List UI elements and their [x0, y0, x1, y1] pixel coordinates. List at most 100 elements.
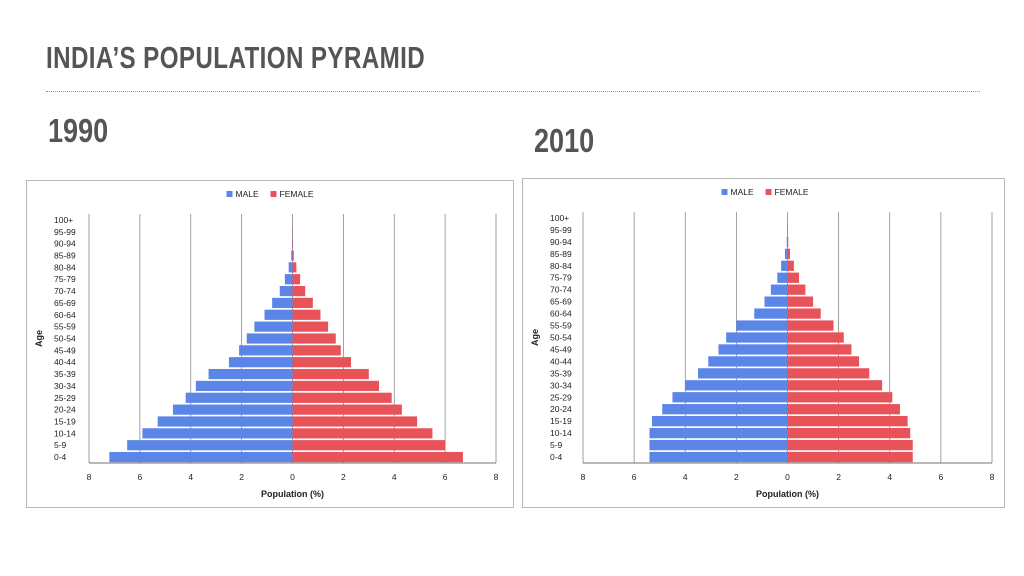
bar-female: [292, 297, 313, 309]
bar-female: [787, 356, 860, 367]
bar-female: [787, 427, 911, 439]
y-tick-label: 80-84: [54, 262, 76, 272]
y-tick-label: 75-79: [54, 274, 76, 284]
pyramid-svg-2010: 8 6 4 2 0 2 4 6 8 0-4 5-9 10-14 15-19 20-24 25-29 30-34…: [530, 187, 995, 499]
bar-female: [292, 333, 336, 344]
bar-male: [157, 416, 293, 427]
bar-female: [292, 309, 321, 320]
y-tick-label: 90-94: [550, 237, 572, 247]
bar-male: [291, 250, 293, 261]
bar-male: [127, 440, 293, 451]
legend-swatch-female: [270, 191, 277, 197]
y-tick-label: 30-34: [54, 381, 76, 391]
y-tick-label: 30-34: [550, 380, 572, 390]
bar-male: [736, 320, 788, 331]
bar-male: [726, 332, 788, 343]
title-divider: [46, 91, 980, 92]
legend-swatch-male: [721, 189, 728, 195]
bar-male: [109, 451, 293, 463]
x-tick-label: 8: [581, 472, 586, 482]
y-tick-label: 5-9: [54, 440, 67, 450]
bar-male: [208, 368, 293, 380]
y-tick-label: 65-69: [54, 298, 76, 308]
bar-male: [288, 262, 293, 273]
bar-female: [292, 368, 369, 380]
legend-label-male: MALE: [731, 187, 754, 197]
bar-female: [787, 320, 834, 331]
bar-female: [292, 285, 306, 297]
bar-female: [787, 260, 794, 271]
bar-male: [284, 274, 293, 285]
bar-female: [787, 248, 791, 259]
y-tick-label: 5-9: [550, 440, 563, 450]
bar-female: [292, 357, 352, 368]
pyramid-chart-2010: 8 6 4 2 0 2 4 6 8 0-4 5-9 10-14 15-19 20-24 25-29 30-34…: [522, 178, 1005, 508]
legend-swatch-male: [226, 191, 233, 197]
x-axis-title: Population (%): [261, 489, 324, 499]
y-tick-label: 60-64: [550, 309, 572, 319]
pyramid-chart-1990: 8 6 4 2 0 2 4 6 8 0-4 5-9 10-14 15-19 20-24 25-29 30-34…: [26, 180, 514, 508]
bar-female: [292, 345, 341, 356]
x-tick-label: 8: [990, 472, 995, 482]
chart-year-1990: 1990: [48, 112, 109, 149]
y-tick-label: 35-39: [550, 368, 572, 378]
bar-male: [195, 380, 293, 392]
x-tick-label: 8: [494, 472, 499, 482]
y-tick-label: 40-44: [54, 357, 76, 367]
bar-male: [685, 380, 788, 391]
bar-female: [292, 428, 433, 439]
bar-female: [292, 404, 402, 415]
y-tick-label: 70-74: [550, 285, 572, 295]
y-tick-label: 0-4: [550, 452, 563, 462]
x-tick-label: 0: [290, 472, 295, 482]
bar-female: [292, 451, 463, 463]
y-tick-label: 15-19: [550, 416, 572, 426]
bar-male: [754, 308, 788, 319]
bar-female: [292, 274, 301, 285]
bar-female: [787, 344, 852, 355]
x-tick-label: 6: [443, 472, 448, 482]
y-tick-label: 10-14: [54, 428, 76, 438]
bar-female: [787, 392, 893, 403]
bar-male: [786, 236, 788, 248]
chart-year-2010: 2010: [534, 122, 595, 159]
bar-female: [787, 416, 908, 427]
bar-female: [787, 308, 821, 319]
bar-female: [292, 440, 446, 451]
y-tick-label: 20-24: [550, 404, 572, 414]
bar-male: [708, 356, 788, 367]
bar-male: [142, 428, 293, 439]
bar-male: [291, 238, 293, 249]
legend-label-male: MALE: [236, 189, 259, 199]
bar-male: [254, 321, 293, 332]
bar-female: [787, 380, 883, 391]
bar-male: [698, 368, 788, 379]
legend-label-female: FEMALE: [775, 187, 809, 197]
bar-male: [649, 427, 788, 439]
y-tick-label: 45-49: [550, 344, 572, 354]
y-tick-label: 75-79: [550, 273, 572, 283]
y-tick-label: 80-84: [550, 261, 572, 271]
x-tick-label: 0: [785, 472, 790, 482]
y-tick-label: 25-29: [54, 393, 76, 403]
y-tick-label: 100+: [54, 215, 73, 225]
y-tick-label: 100+: [550, 213, 569, 223]
bar-female: [787, 236, 789, 248]
slide-title: INDIA’S POPULATION PYRAMID: [46, 40, 426, 75]
y-tick-label: 90-94: [54, 239, 76, 249]
bar-female: [787, 368, 870, 379]
bar-female: [787, 284, 806, 295]
bar-male: [784, 248, 788, 259]
y-tick-label: 60-64: [54, 310, 76, 320]
y-tick-label: 85-89: [550, 249, 572, 259]
bar-female: [292, 238, 294, 249]
bar-female: [292, 392, 392, 403]
bar-male: [185, 392, 293, 403]
bar-male: [264, 309, 293, 320]
y-tick-label: 10-14: [550, 428, 572, 438]
legend-swatch-female: [765, 189, 772, 195]
x-tick-label: 4: [887, 472, 892, 482]
bar-male: [239, 345, 293, 356]
bar-male: [770, 284, 788, 295]
